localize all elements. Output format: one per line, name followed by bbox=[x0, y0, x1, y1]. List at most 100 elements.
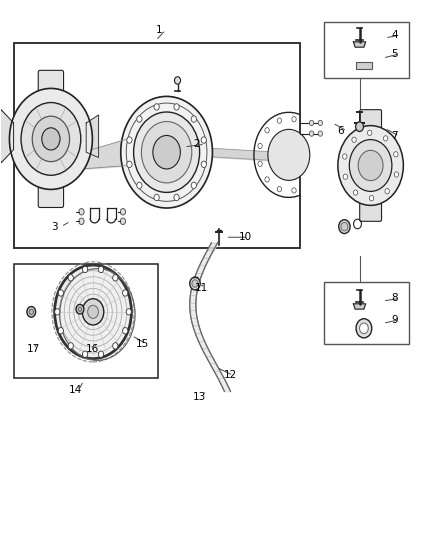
Circle shape bbox=[191, 182, 197, 189]
Circle shape bbox=[258, 143, 262, 149]
Text: 8: 8 bbox=[392, 293, 398, 303]
Circle shape bbox=[350, 140, 392, 191]
Circle shape bbox=[126, 309, 131, 315]
Text: 10: 10 bbox=[239, 232, 252, 243]
Circle shape bbox=[174, 77, 180, 84]
Circle shape bbox=[127, 161, 132, 167]
Circle shape bbox=[383, 136, 388, 141]
Circle shape bbox=[352, 137, 356, 142]
Circle shape bbox=[394, 152, 398, 157]
Circle shape bbox=[341, 222, 348, 231]
Circle shape bbox=[265, 177, 269, 182]
FancyBboxPatch shape bbox=[360, 199, 381, 221]
Polygon shape bbox=[353, 304, 366, 309]
Circle shape bbox=[78, 307, 81, 311]
Text: 16: 16 bbox=[86, 344, 99, 354]
Text: 5: 5 bbox=[392, 49, 398, 59]
Bar bbox=[356, 62, 372, 69]
Circle shape bbox=[121, 96, 212, 208]
Circle shape bbox=[113, 274, 118, 281]
Circle shape bbox=[120, 208, 126, 215]
Circle shape bbox=[82, 266, 88, 272]
Circle shape bbox=[356, 319, 372, 338]
Circle shape bbox=[10, 88, 92, 189]
Polygon shape bbox=[0, 110, 14, 163]
Bar bbox=[324, 22, 409, 78]
Circle shape bbox=[21, 102, 81, 175]
Circle shape bbox=[82, 351, 88, 358]
Circle shape bbox=[120, 218, 126, 224]
Circle shape bbox=[192, 280, 198, 287]
Circle shape bbox=[309, 131, 314, 136]
Circle shape bbox=[32, 116, 70, 161]
Circle shape bbox=[55, 265, 131, 359]
Circle shape bbox=[79, 208, 84, 215]
Polygon shape bbox=[86, 115, 99, 158]
Text: 6: 6 bbox=[337, 126, 343, 136]
Bar bbox=[14, 43, 300, 248]
Circle shape bbox=[42, 128, 60, 150]
Circle shape bbox=[309, 120, 314, 126]
Circle shape bbox=[99, 266, 104, 272]
Circle shape bbox=[58, 290, 64, 296]
Circle shape bbox=[154, 195, 159, 201]
Circle shape bbox=[137, 116, 142, 122]
Circle shape bbox=[123, 290, 128, 296]
Text: 3: 3 bbox=[51, 222, 57, 232]
Circle shape bbox=[68, 274, 74, 281]
Circle shape bbox=[191, 116, 197, 122]
Polygon shape bbox=[353, 42, 366, 47]
FancyBboxPatch shape bbox=[38, 182, 64, 207]
Circle shape bbox=[29, 309, 33, 314]
Circle shape bbox=[369, 196, 374, 201]
Circle shape bbox=[258, 161, 262, 166]
Circle shape bbox=[76, 304, 84, 314]
Circle shape bbox=[360, 323, 368, 334]
Circle shape bbox=[153, 135, 180, 169]
Text: 1: 1 bbox=[155, 25, 162, 35]
Circle shape bbox=[137, 182, 142, 189]
Circle shape bbox=[265, 127, 269, 133]
Text: 12: 12 bbox=[223, 370, 237, 381]
Circle shape bbox=[292, 188, 296, 193]
Text: 9: 9 bbox=[392, 314, 398, 325]
Circle shape bbox=[277, 187, 282, 192]
Circle shape bbox=[127, 137, 132, 143]
Circle shape bbox=[367, 130, 372, 135]
Circle shape bbox=[394, 172, 399, 177]
Circle shape bbox=[141, 122, 192, 183]
Text: 17: 17 bbox=[27, 344, 40, 354]
Circle shape bbox=[277, 118, 282, 123]
Circle shape bbox=[318, 120, 322, 126]
FancyBboxPatch shape bbox=[360, 110, 381, 132]
Circle shape bbox=[174, 195, 179, 201]
Circle shape bbox=[338, 126, 403, 205]
Bar bbox=[14, 264, 158, 378]
Text: 15: 15 bbox=[136, 338, 149, 349]
FancyBboxPatch shape bbox=[38, 70, 64, 96]
Circle shape bbox=[55, 309, 60, 315]
Circle shape bbox=[318, 131, 322, 136]
Circle shape bbox=[88, 305, 99, 318]
Circle shape bbox=[358, 150, 383, 181]
Circle shape bbox=[134, 112, 200, 192]
Circle shape bbox=[58, 328, 64, 334]
Circle shape bbox=[339, 220, 350, 233]
Circle shape bbox=[268, 130, 310, 180]
Text: 4: 4 bbox=[392, 30, 398, 41]
Circle shape bbox=[201, 137, 206, 143]
Circle shape bbox=[343, 154, 347, 159]
Circle shape bbox=[190, 277, 200, 290]
Circle shape bbox=[343, 174, 348, 179]
Text: 13: 13 bbox=[193, 392, 206, 402]
Circle shape bbox=[292, 117, 296, 122]
Circle shape bbox=[174, 104, 179, 110]
Circle shape bbox=[356, 122, 364, 132]
Circle shape bbox=[385, 189, 389, 194]
Text: 11: 11 bbox=[195, 283, 208, 293]
Circle shape bbox=[353, 190, 358, 195]
Circle shape bbox=[201, 161, 206, 167]
Circle shape bbox=[113, 343, 118, 349]
Circle shape bbox=[123, 328, 128, 334]
Circle shape bbox=[68, 343, 74, 349]
